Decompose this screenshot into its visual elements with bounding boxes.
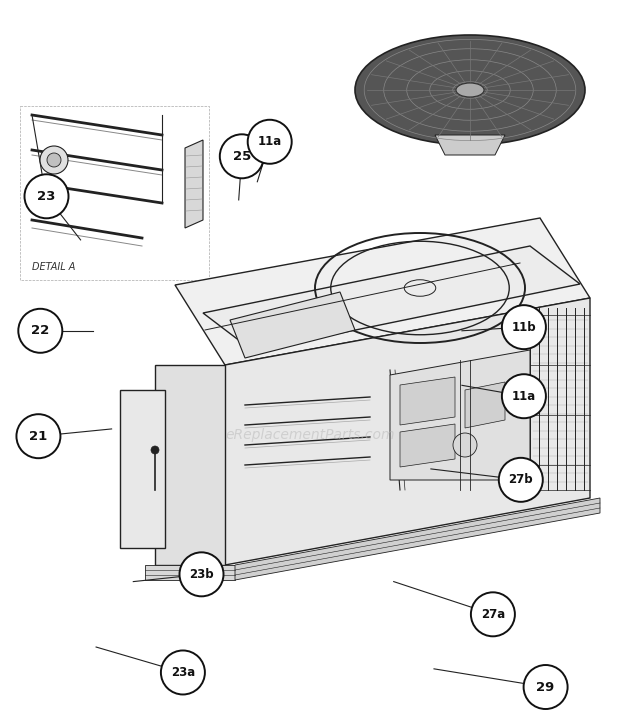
Circle shape [502, 305, 546, 349]
Circle shape [19, 309, 62, 353]
Circle shape [40, 146, 68, 174]
Text: 23b: 23b [189, 568, 214, 581]
Circle shape [47, 153, 61, 167]
Text: DETAIL A: DETAIL A [32, 262, 76, 272]
Polygon shape [145, 565, 235, 580]
Text: 23: 23 [37, 190, 56, 203]
Circle shape [180, 553, 223, 596]
Ellipse shape [456, 83, 484, 97]
Polygon shape [230, 292, 355, 358]
Polygon shape [235, 498, 600, 580]
Text: 11a: 11a [512, 390, 536, 403]
Text: 25: 25 [232, 150, 251, 163]
Circle shape [220, 134, 264, 178]
Polygon shape [400, 424, 455, 467]
Circle shape [25, 174, 68, 218]
Polygon shape [120, 390, 165, 548]
Polygon shape [400, 377, 455, 425]
Circle shape [161, 651, 205, 694]
Polygon shape [185, 140, 203, 228]
Text: 27b: 27b [508, 473, 533, 486]
Text: eReplacementParts.com: eReplacementParts.com [225, 428, 395, 442]
Text: 29: 29 [536, 680, 555, 694]
Ellipse shape [355, 35, 585, 145]
Circle shape [453, 433, 477, 457]
Polygon shape [435, 135, 505, 155]
Text: 23a: 23a [170, 666, 195, 679]
Text: 21: 21 [29, 430, 48, 443]
Text: 22: 22 [31, 324, 50, 337]
Polygon shape [465, 382, 505, 428]
Polygon shape [390, 350, 530, 480]
Circle shape [502, 374, 546, 418]
Polygon shape [175, 218, 590, 365]
Text: 11b: 11b [512, 321, 536, 334]
Polygon shape [203, 246, 580, 351]
Circle shape [499, 458, 542, 502]
Circle shape [524, 665, 567, 709]
Circle shape [248, 120, 291, 164]
Text: 27a: 27a [480, 608, 505, 621]
Text: 11a: 11a [257, 135, 282, 148]
Circle shape [151, 446, 159, 454]
Circle shape [471, 593, 515, 636]
Polygon shape [155, 365, 225, 565]
Polygon shape [225, 298, 590, 565]
Circle shape [17, 414, 60, 458]
